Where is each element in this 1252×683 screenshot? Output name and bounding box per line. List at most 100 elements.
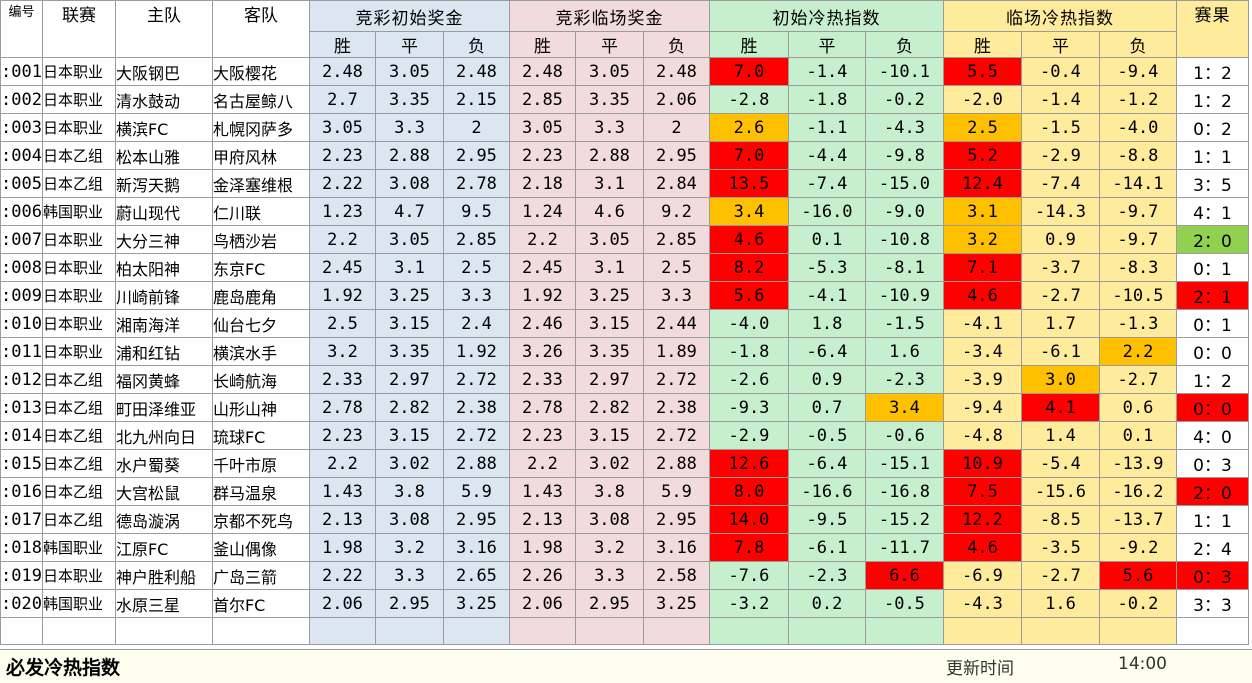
initial-index-lose-cell[interactable]: -1.5 — [864, 309, 944, 338]
update-time-value[interactable]: 14:00 — [1118, 654, 1167, 674]
initial-odds-draw-cell[interactable]: 3.1 — [374, 253, 444, 282]
initial-index-lose-cell[interactable]: -15.1 — [864, 449, 944, 478]
initial-index-win-cell[interactable]: -7.6 — [708, 561, 789, 590]
header-initial-odds[interactable]: 竞彩初始奖金 — [308, 0, 510, 32]
match-id-cell[interactable]: :006 — [0, 197, 43, 226]
result-cell[interactable]: 1：2 — [1175, 365, 1249, 394]
home-team-cell[interactable]: 福冈黄蜂 — [114, 365, 213, 394]
live-index-draw-cell[interactable]: -1.5 — [1020, 113, 1100, 142]
league-cell[interactable]: 日本职业 — [41, 337, 116, 366]
live-odds-draw-cell[interactable]: 3.05 — [574, 57, 644, 86]
league-cell[interactable]: 日本乙组 — [41, 141, 116, 170]
header-initial-index[interactable]: 初始冷热指数 — [708, 0, 944, 32]
result-cell[interactable]: 0：1 — [1175, 309, 1249, 338]
initial-index-win-cell[interactable]: 8.2 — [708, 253, 789, 282]
home-team-cell[interactable]: 大分三神 — [114, 225, 213, 254]
live-odds-draw-cell[interactable]: 2.97 — [574, 365, 644, 394]
live-odds-lose-cell[interactable]: 3.3 — [642, 281, 710, 310]
live-index-draw-cell[interactable]: -3.7 — [1020, 253, 1100, 282]
initial-index-win-cell[interactable]: 5.6 — [708, 281, 789, 310]
initial-odds-lose-cell[interactable]: 2.38 — [442, 393, 510, 422]
initial-odds-win-cell[interactable]: 2.06 — [308, 589, 376, 618]
home-team-cell[interactable]: 柏太阳神 — [114, 253, 213, 282]
live-odds-win-cell[interactable]: 1.92 — [508, 281, 576, 310]
live-index-win-cell[interactable]: 4.6 — [942, 281, 1022, 310]
result-cell[interactable]: 2：4 — [1175, 533, 1249, 562]
away-team-cell[interactable]: 千叶市原 — [211, 449, 310, 478]
initial-index-draw-cell[interactable]: 1.8 — [787, 309, 866, 338]
home-team-cell[interactable]: 蔚山现代 — [114, 197, 213, 226]
home-team-cell[interactable]: 大阪钢巴 — [114, 57, 213, 86]
live-odds-win-cell[interactable]: 2.26 — [508, 561, 576, 590]
live-index-draw-cell[interactable]: -8.5 — [1020, 505, 1100, 534]
league-cell[interactable]: 日本职业 — [41, 113, 116, 142]
live-index-lose-cell[interactable]: -16.2 — [1098, 477, 1177, 506]
league-cell[interactable]: 韩国职业 — [41, 197, 116, 226]
initial-odds-draw-cell[interactable]: 3.05 — [374, 57, 444, 86]
league-cell[interactable]: 日本职业 — [41, 561, 116, 590]
result-cell[interactable]: 1：1 — [1175, 505, 1249, 534]
live-odds-lose-cell[interactable]: 5.9 — [642, 477, 710, 506]
footer-title[interactable]: 必发冷热指数 — [6, 657, 121, 679]
live-odds-draw-cell[interactable]: 2.88 — [574, 141, 644, 170]
initial-index-lose-cell[interactable]: -10.8 — [864, 225, 944, 254]
empty-cell[interactable] — [787, 617, 866, 645]
initial-index-win-cell[interactable]: -2.6 — [708, 365, 789, 394]
empty-cell[interactable] — [374, 617, 444, 645]
live-odds-win-cell[interactable]: 3.05 — [508, 113, 576, 142]
initial-odds-win-cell[interactable]: 2.33 — [308, 365, 376, 394]
result-cell[interactable]: 2：1 — [1175, 281, 1249, 310]
live-odds-draw-cell[interactable]: 3.02 — [574, 449, 644, 478]
initial-index-win-cell[interactable]: 14.0 — [708, 505, 789, 534]
initial-odds-draw-cell[interactable]: 2.88 — [374, 141, 444, 170]
home-team-cell[interactable]: 町田泽维亚 — [114, 393, 213, 422]
live-odds-lose-cell[interactable]: 9.2 — [642, 197, 710, 226]
result-cell[interactable]: 0：2 — [1175, 113, 1249, 142]
initial-index-win-cell[interactable]: -2.8 — [708, 85, 789, 114]
initial-index-lose-cell[interactable]: -0.2 — [864, 85, 944, 114]
live-index-draw-cell[interactable]: -2.9 — [1020, 141, 1100, 170]
initial-odds-win-cell[interactable]: 3.05 — [308, 113, 376, 142]
initial-index-draw-cell[interactable]: -0.5 — [787, 421, 866, 450]
empty-cell[interactable] — [574, 617, 644, 645]
initial-odds-lose-cell[interactable]: 2.95 — [442, 141, 510, 170]
initial-index-draw-cell[interactable]: 0.7 — [787, 393, 866, 422]
live-index-win-cell[interactable]: -2.0 — [942, 85, 1022, 114]
initial-index-win-cell[interactable]: -3.2 — [708, 589, 789, 618]
initial-odds-draw-cell[interactable]: 3.35 — [374, 85, 444, 114]
league-cell[interactable]: 日本乙组 — [41, 365, 116, 394]
away-team-cell[interactable]: 横滨水手 — [211, 337, 310, 366]
live-odds-draw-cell[interactable]: 2.95 — [574, 589, 644, 618]
home-team-cell[interactable]: 大宫松鼠 — [114, 477, 213, 506]
initial-odds-lose-cell[interactable]: 2.78 — [442, 169, 510, 198]
live-odds-win-cell[interactable]: 2.48 — [508, 57, 576, 86]
initial-odds-lose-cell[interactable]: 2.95 — [442, 505, 510, 534]
match-id-cell[interactable]: :014 — [0, 421, 43, 450]
empty-cell[interactable] — [0, 617, 43, 645]
initial-odds-draw-cell[interactable]: 2.97 — [374, 365, 444, 394]
live-index-lose-cell[interactable]: 0.1 — [1098, 421, 1177, 450]
home-team-cell[interactable]: 横滨FC — [114, 113, 213, 142]
empty-cell[interactable] — [642, 617, 710, 645]
match-id-cell[interactable]: :013 — [0, 393, 43, 422]
initial-odds-draw-cell[interactable]: 3.2 — [374, 533, 444, 562]
initial-odds-win-cell[interactable]: 1.92 — [308, 281, 376, 310]
live-odds-lose-cell[interactable]: 2.06 — [642, 85, 710, 114]
empty-cell[interactable] — [508, 617, 576, 645]
match-id-cell[interactable]: :011 — [0, 337, 43, 366]
empty-cell[interactable] — [308, 617, 376, 645]
initial-index-draw-cell[interactable]: -6.4 — [787, 337, 866, 366]
initial-odds-win-cell[interactable]: 2.22 — [308, 561, 376, 590]
live-odds-lose-cell[interactable]: 3.25 — [642, 589, 710, 618]
initial-odds-lose-cell[interactable]: 2.72 — [442, 365, 510, 394]
live-index-win-cell[interactable]: 4.6 — [942, 533, 1022, 562]
live-odds-lose-cell[interactable]: 2.38 — [642, 393, 710, 422]
live-odds-win-cell[interactable]: 2.13 — [508, 505, 576, 534]
live-index-lose-cell[interactable]: -1.3 — [1098, 309, 1177, 338]
away-team-cell[interactable]: 釜山偶像 — [211, 533, 310, 562]
initial-index-lose-cell[interactable]: -15.0 — [864, 169, 944, 198]
live-index-win-cell[interactable]: -4.8 — [942, 421, 1022, 450]
live-index-win-cell[interactable]: 2.5 — [942, 113, 1022, 142]
live-index-lose-cell[interactable]: -0.2 — [1098, 589, 1177, 618]
match-id-cell[interactable]: :016 — [0, 477, 43, 506]
